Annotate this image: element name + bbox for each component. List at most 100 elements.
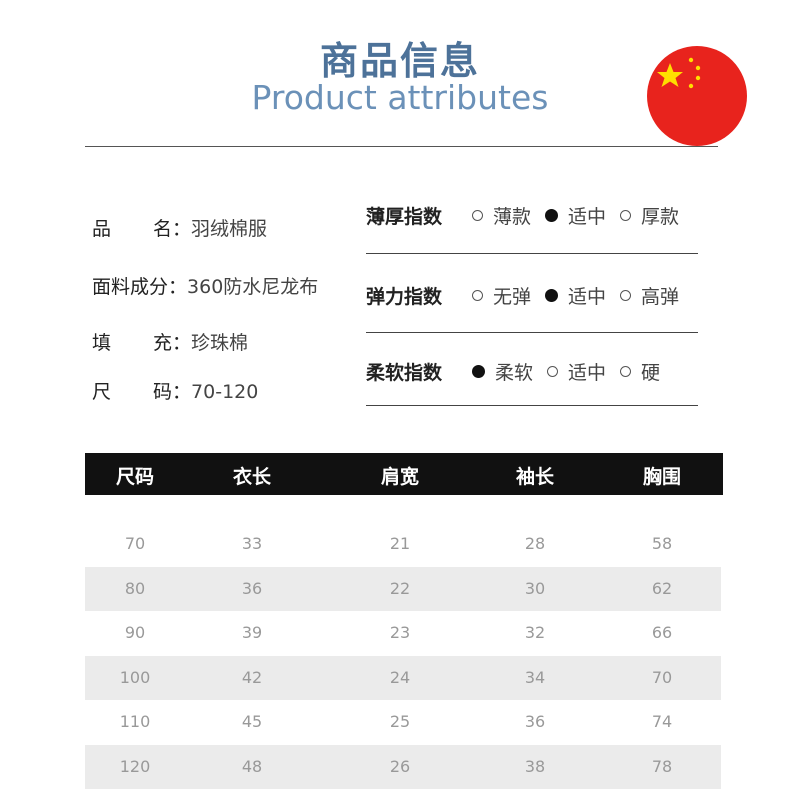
table-cell: 25: [389, 712, 411, 731]
option-label: 适中: [568, 362, 607, 384]
table-cell: 34: [524, 667, 546, 687]
table-cell: 100: [119, 667, 151, 687]
table-row: 120 48 26 38 78: [85, 745, 721, 789]
title-chinese: 商品信息: [319, 39, 480, 83]
info-size-label: 尺 码：70-120: [92, 377, 258, 404]
column-header: 胸围: [642, 466, 682, 488]
index-row: 弹力指数 无弹 适中 高弹: [366, 282, 693, 309]
label-char: 码：: [153, 381, 192, 403]
table-row: 90 39 23 32 66: [85, 611, 721, 655]
column-header: 尺码: [115, 466, 155, 488]
index-option: 厚款: [620, 202, 679, 229]
title-english: Product attributes: [251, 78, 549, 117]
divider: [85, 146, 718, 147]
option-label: 薄款: [493, 206, 532, 228]
table-cell: 74: [651, 712, 673, 731]
divider: [366, 253, 698, 254]
radio-empty-icon: [620, 210, 632, 221]
index-option: 适中: [545, 282, 606, 309]
table-cell: 28: [524, 534, 546, 553]
label-text: 面料成分：: [92, 276, 188, 298]
column-header: 衣长: [232, 466, 272, 488]
info-size-value: 70-120: [191, 381, 259, 403]
column-header: 肩宽: [380, 466, 420, 488]
table-cell: 32: [524, 623, 546, 642]
option-label: 无弹: [493, 286, 532, 308]
table-cell: 36: [524, 712, 546, 731]
radio-filled-icon: [472, 365, 485, 378]
row-band: [85, 566, 721, 611]
radio-empty-icon: [620, 290, 632, 301]
table-cell: 70: [651, 667, 673, 687]
option-label: 适中: [568, 206, 607, 228]
table-row: 110 45 25 36 74: [85, 700, 721, 744]
radio-empty-icon: [547, 366, 559, 377]
table-cell: 26: [389, 756, 411, 776]
china-flag-icon: [647, 46, 747, 146]
table-cell: 90: [124, 623, 146, 642]
index-row: 柔软指数 柔软 适中 硬: [366, 358, 674, 385]
table-cell: 38: [524, 756, 546, 776]
row-band: [85, 655, 721, 700]
table-cell: 58: [651, 534, 673, 553]
index-name: 薄厚指数: [366, 206, 443, 228]
table-row: 100 42 24 34 70: [85, 656, 721, 700]
option-label: 适中: [568, 286, 607, 308]
label-char: 填: [92, 332, 112, 354]
option-label: 厚款: [641, 206, 680, 228]
index-option: 柔软: [472, 358, 533, 385]
info-fabric-label: 面料成分：360防水尼龙布: [92, 272, 318, 299]
index-option: 适中: [547, 358, 606, 385]
table-cell: 110: [119, 712, 151, 731]
divider: [366, 405, 698, 406]
table-cell: 62: [651, 578, 673, 598]
index-name: 弹力指数: [366, 286, 443, 308]
radio-filled-icon: [545, 209, 559, 222]
option-label: 柔软: [495, 362, 534, 384]
index-option: 薄款: [472, 202, 531, 229]
index-row: 薄厚指数 薄款 适中 厚款: [366, 202, 693, 229]
table-cell: 21: [389, 534, 411, 553]
option-label: 高弹: [641, 286, 680, 308]
index-option: 高弹: [620, 282, 679, 309]
table-cell: 42: [241, 667, 263, 687]
radio-empty-icon: [472, 210, 483, 221]
table-cell: 78: [651, 756, 673, 776]
table-cell: 39: [241, 623, 263, 642]
label-char: 充：: [153, 332, 192, 354]
column-header: 袖长: [515, 466, 555, 488]
table-cell: 45: [241, 712, 263, 731]
table-row: 80 36 22 30 62: [85, 567, 721, 611]
table-cell: 66: [651, 623, 673, 642]
table-cell: 22: [389, 578, 411, 598]
table-header: 尺码 衣长 肩宽 袖长 胸围: [85, 453, 723, 495]
table-cell: 70: [124, 534, 146, 553]
label-char: 名：: [153, 218, 192, 240]
radio-empty-icon: [472, 290, 483, 301]
table-cell: 36: [241, 578, 263, 598]
table-cell: 120: [119, 756, 151, 776]
info-name-value: 羽绒棉服: [191, 218, 268, 240]
table-cell: 80: [124, 578, 146, 598]
table-cell: 30: [524, 578, 546, 598]
radio-empty-icon: [620, 366, 632, 377]
table-cell: 23: [389, 623, 411, 642]
info-filling-label: 填 充：珍珠棉: [92, 328, 248, 355]
label-char: 品: [92, 218, 112, 240]
table-row: 70 33 21 28 58: [85, 522, 721, 566]
index-name: 柔软指数: [366, 362, 443, 384]
divider: [366, 332, 698, 333]
radio-filled-icon: [545, 289, 559, 302]
info-filling-value: 珍珠棉: [191, 332, 249, 354]
index-option: 适中: [545, 202, 606, 229]
table-cell: 48: [241, 756, 263, 776]
info-name-label: 品 名：羽绒棉服: [92, 214, 267, 241]
table-cell: 33: [241, 534, 263, 553]
row-band: [85, 744, 721, 789]
label-char: 尺: [92, 381, 112, 403]
option-label: 硬: [641, 362, 661, 384]
table-cell: 24: [389, 667, 411, 687]
index-option: 硬: [620, 358, 660, 385]
info-fabric-value: 360防水尼龙布: [187, 276, 319, 298]
index-option: 无弹: [472, 282, 531, 309]
